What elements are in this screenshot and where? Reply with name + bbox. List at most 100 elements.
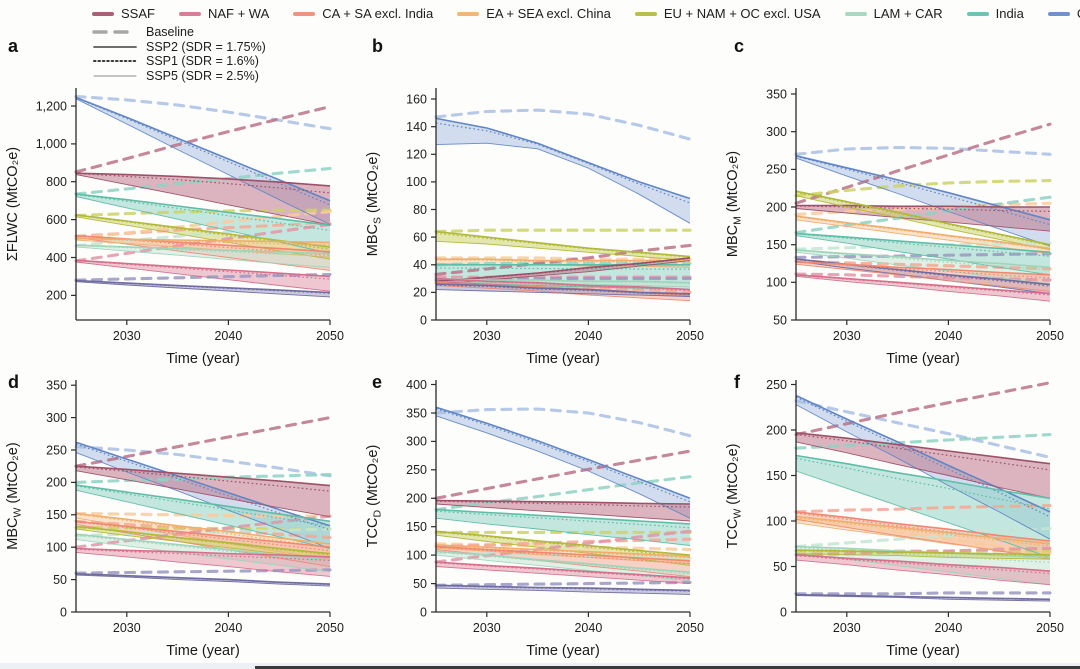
series-lines-eu_nam_oc <box>795 190 1051 251</box>
series-lines-india <box>795 454 1051 558</box>
baseline-china <box>74 94 332 131</box>
x-tick-label: 2030 <box>113 621 141 635</box>
x-axis-label: Time (year) <box>526 643 600 659</box>
legend-swatch-icon <box>178 11 201 16</box>
legend-region-ssaf: SSAF <box>92 6 155 21</box>
series-band-naf_wa <box>76 260 330 292</box>
legend-swatch-icon <box>966 11 989 16</box>
series-lines-lam_car <box>75 244 331 268</box>
legend-scenario-label: SSP2 (SDR = 1.75%) <box>146 39 266 54</box>
baseline-ca_sa <box>434 537 692 549</box>
baseline-ssaf <box>434 449 692 500</box>
y-tick-label: 50 <box>53 573 67 587</box>
baseline-eu_nam_oc <box>794 179 1052 198</box>
y-tick-label: 400 <box>406 378 427 392</box>
y-axis-label: MBCW (MtCO₂e) <box>5 442 24 549</box>
y-tick-label: 350 <box>406 406 427 420</box>
series-lines-naf_wa <box>75 547 331 577</box>
series-lines-usa <box>435 584 691 595</box>
legend-scenario-ssp1: SSP1 (SDR = 1.6%) <box>92 54 266 69</box>
panel-c: 50 100 150 200 250 300 350 2030 2040 2050 MBCM (Mt… <box>720 80 1080 372</box>
baseline-lam_car <box>794 526 1052 549</box>
scenario-line-icon <box>93 60 137 63</box>
series-lines-naf_wa <box>435 561 691 585</box>
baseline-usa <box>794 591 1052 596</box>
y-tick-label: 400 <box>46 251 67 265</box>
x-tick-label: 2040 <box>574 329 602 343</box>
y-axis-label: TCCD (MtCO₂e) <box>365 445 384 548</box>
baseline-india <box>74 473 332 484</box>
series-lines-naf_wa <box>795 553 1051 586</box>
y-tick-label: 150 <box>406 520 427 534</box>
x-tick-label: 2040 <box>574 621 602 635</box>
legend-scenario-label: Baseline <box>146 25 194 40</box>
y-tick-label: 150 <box>766 469 787 483</box>
series-lines-naf_wa <box>75 259 331 292</box>
series-lines-ssaf <box>795 432 1051 499</box>
y-tick-label: 200 <box>46 289 67 303</box>
y-tick-label: 50 <box>773 313 787 327</box>
x-tick-label: 2030 <box>833 621 861 635</box>
y-tick-label: 200 <box>406 492 427 506</box>
legend-scenario-label: SSP1 (SDR = 1.6%) <box>146 54 259 69</box>
panel-d: 0 50 100 150 200 250 300 350 2030 2040 2050 MBCW (M… <box>0 372 360 664</box>
baseline-eu_nam_oc <box>74 526 332 531</box>
series-lines-ssaf <box>435 499 691 522</box>
legend-swatch-icon <box>293 11 316 16</box>
panel-b: 0 20 40 60 80 100 120 140 160 2030 2040 2050 MBCS (M… <box>360 80 720 372</box>
y-axis-label: MBCS (MtCO₂e) <box>365 152 384 257</box>
panel-a: 200 400 600 800 1,000 1,200 2030 2040 2050 ΣFLWC … <box>0 80 360 372</box>
series-lines-china <box>435 406 691 519</box>
y-tick-label: 250 <box>766 163 787 177</box>
series-lines-naf_wa <box>795 274 1051 302</box>
series-lines-ea_sea <box>75 237 331 258</box>
legend-swatch-icon <box>457 11 480 16</box>
legend-region-label: EA + SEA excl. China <box>486 6 611 21</box>
baseline-ea_sea <box>74 210 332 241</box>
y-tick-label: 140 <box>406 120 427 134</box>
baseline-usa <box>74 272 332 282</box>
baseline-eu_nam_oc <box>74 208 332 218</box>
baseline-lam_car <box>74 222 332 248</box>
legend-region-label: LAM + CAR <box>873 6 943 21</box>
y-tick-label: 160 <box>406 92 427 106</box>
x-tick-label: 2030 <box>113 329 141 343</box>
baseline-ssaf <box>794 381 1052 437</box>
baseline-lam_car <box>794 241 1052 251</box>
y-tick-label: 200 <box>766 200 787 214</box>
baseline-ssaf <box>74 105 332 174</box>
scenario-line-icon <box>92 30 138 34</box>
series-lines-ssaf <box>75 465 331 518</box>
y-tick-label: 120 <box>406 148 427 162</box>
series-lines-ea_sea <box>795 215 1051 255</box>
y-tick-label: 60 <box>413 230 427 244</box>
legend-swatch-icon <box>1047 11 1070 16</box>
legend-region-eu_nam_oc: EU + NAM + OC excl. USA <box>634 6 821 21</box>
y-tick-label: 200 <box>46 476 67 490</box>
series-lines-india <box>435 508 691 546</box>
legend-swatch-icon <box>844 11 867 16</box>
series-band-china <box>436 118 690 224</box>
y-tick-label: 300 <box>46 411 67 425</box>
x-tick-label: 2050 <box>316 329 344 343</box>
legend-scenario-baseline: Baseline <box>92 25 266 40</box>
baseline-india <box>794 433 1052 450</box>
x-tick-label: 2050 <box>316 621 344 635</box>
x-tick-label: 2050 <box>676 621 704 635</box>
baseline-naf_wa <box>794 272 1052 282</box>
panel-grid: 200 400 600 800 1,000 1,200 2030 2040 2050 ΣFLWC … <box>0 80 1080 664</box>
series-lines-usa <box>795 593 1051 602</box>
y-tick-label: 100 <box>406 548 427 562</box>
panel-e: 0 50 100 150 200 250 300 350 400 2030 2040 2050 TCCD… <box>360 372 720 664</box>
y-tick-label: 350 <box>46 379 67 393</box>
scenario-line-icon <box>93 45 137 48</box>
y-tick-label: 150 <box>46 508 67 522</box>
x-axis-label: Time (year) <box>886 643 960 659</box>
series-band-naf_wa <box>796 554 1050 585</box>
y-axis-label: TCCW (MtCO₂e) <box>725 444 744 549</box>
y-tick-label: 0 <box>420 605 427 619</box>
baseline-ea_sea <box>434 256 692 261</box>
series-band-ssaf <box>76 466 330 517</box>
